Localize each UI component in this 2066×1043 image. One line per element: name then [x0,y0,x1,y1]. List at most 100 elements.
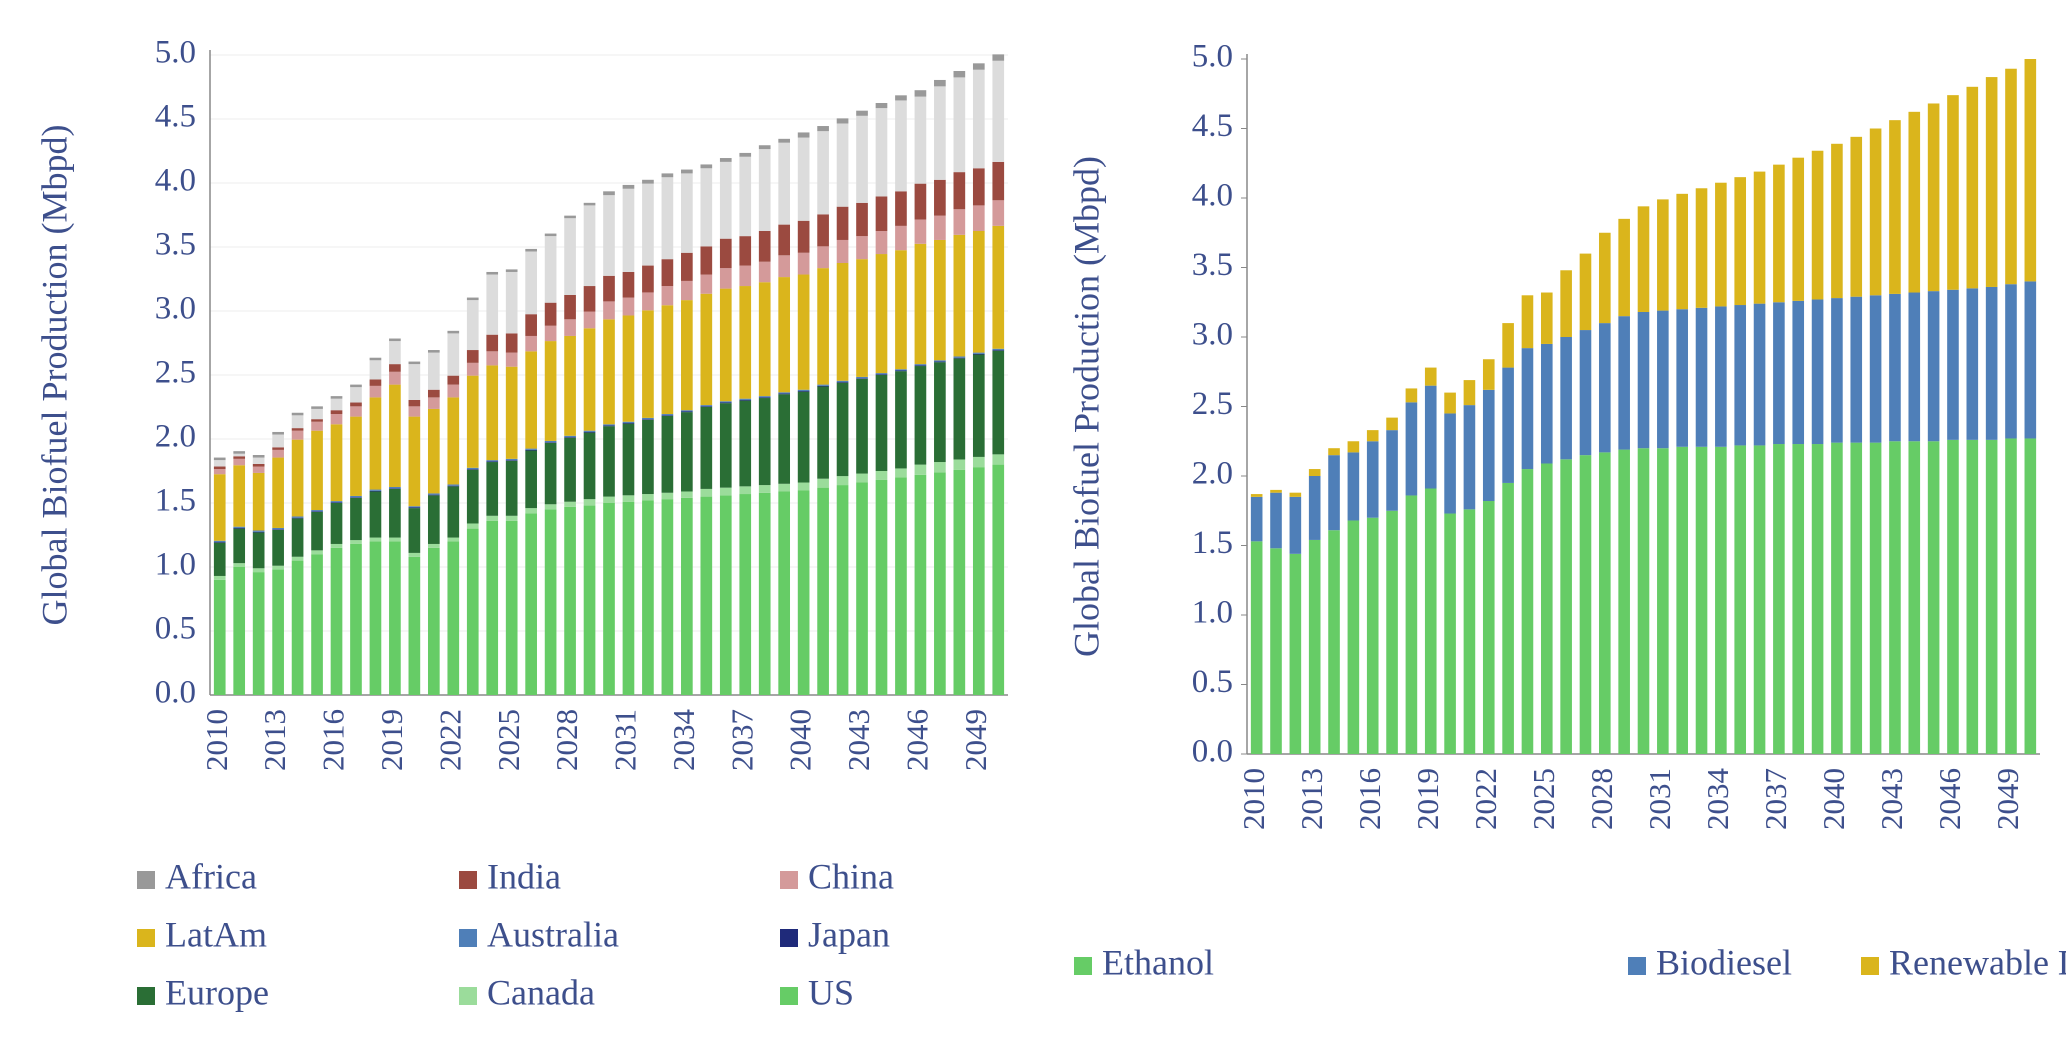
bar-segment [758,149,771,231]
bar-segment [681,491,693,498]
bar-segment [603,195,615,276]
bar-segment [486,365,499,461]
bar-segment [914,474,927,695]
bar-segment [856,376,868,379]
bar-segment [1560,459,1572,754]
bar-segment [1521,469,1534,754]
bar-segment [213,542,226,576]
bar-segment [817,385,829,387]
bar-segment [369,541,382,695]
bar-segment [466,469,479,470]
bar-segment [1715,182,1727,307]
y-tick-label: 2.5 [1192,386,1233,422]
bar-segment [486,515,499,521]
bar-segment [447,484,460,486]
bar-segment [272,457,284,528]
bar-segment [1540,463,1553,754]
bar-segment [1695,188,1708,308]
bar-segment [1850,442,1863,754]
bar-segment [972,231,985,353]
bar-segment [1270,492,1282,549]
bar-segment [408,399,421,407]
bar-segment [817,386,829,479]
bar-segment [564,218,576,295]
bar-segment [836,123,849,207]
bar-segment [272,529,284,530]
x-tick-label: 2028 [549,709,584,771]
bar-segment [291,412,304,416]
bar-segment [1831,442,1843,754]
bar-segment [291,415,304,429]
bar-segment [856,115,868,203]
bar-segment [739,494,752,695]
bar-segment [622,501,635,695]
legend-swatch [1861,957,1879,975]
bar-segment [427,352,440,390]
bar-segment [934,86,946,180]
bar-segment [992,464,1005,695]
x-tick-label: 2046 [1932,768,1967,830]
bar-segment [1250,541,1263,754]
y-tick-label: 0.0 [1192,734,1233,770]
bar-segment [778,483,791,492]
bar-segment [681,300,693,411]
bar-segment [486,271,499,275]
x-tick-label: 2043 [1874,768,1909,830]
bar-segment [797,252,810,275]
bar-segment [2024,281,2037,439]
bar-segment [1579,253,1592,331]
bar-segment [583,431,596,433]
bar-segment [1444,392,1456,414]
bar-segment [291,516,304,518]
bar-segment [875,471,888,480]
bar-segment [895,371,907,469]
bar-segment [1482,389,1495,502]
bar-segment [583,505,596,695]
bar-segment [389,364,401,372]
bar-segment [350,416,362,496]
bar-segment [544,236,557,303]
x-tick-label: 2022 [432,709,467,771]
bar-segment [1308,539,1321,754]
bar-segment [350,387,362,403]
bar-segment [1889,293,1901,442]
y-tick-label: 2.0 [1192,456,1233,492]
bar-segment [797,132,810,138]
bar-segment [642,417,654,420]
bar-segment [525,248,537,252]
bar-segment [1773,444,1785,754]
bar-segment [700,496,713,695]
bar-segment [1366,517,1379,754]
legend-label: US [808,972,854,1012]
bar-segment [583,286,596,312]
x-tick-label: 2010 [199,709,234,771]
bar-segment [642,265,654,293]
bar-segment [817,478,829,488]
bar-segment [758,231,771,262]
bar-segment [213,579,226,695]
bar-segment [1599,232,1611,324]
bar-segment [1695,307,1708,447]
bar-segment [583,311,596,329]
bar-segment [856,378,868,474]
bar-segment [1657,448,1669,754]
bar-segment [1657,199,1669,311]
bar-segment [875,373,888,375]
bar-segment [350,406,362,417]
legend-label: Africa [165,856,257,896]
bar-segment [408,406,421,417]
bar-segment [797,389,810,391]
bar-segment [1985,439,1998,754]
bar-segment [1270,548,1282,754]
bar-segment [1753,171,1766,304]
bar-segment [739,152,752,157]
bar-segment [1289,553,1302,754]
bar-segment [389,338,401,342]
bar-segment [486,460,499,462]
bar-segment [972,352,985,354]
bar-segment [1386,417,1398,431]
x-tick-label: 2040 [1816,768,1851,830]
bar-segment [1386,510,1398,754]
x-tick-label: 2040 [783,709,818,771]
bar-segment [836,239,849,263]
